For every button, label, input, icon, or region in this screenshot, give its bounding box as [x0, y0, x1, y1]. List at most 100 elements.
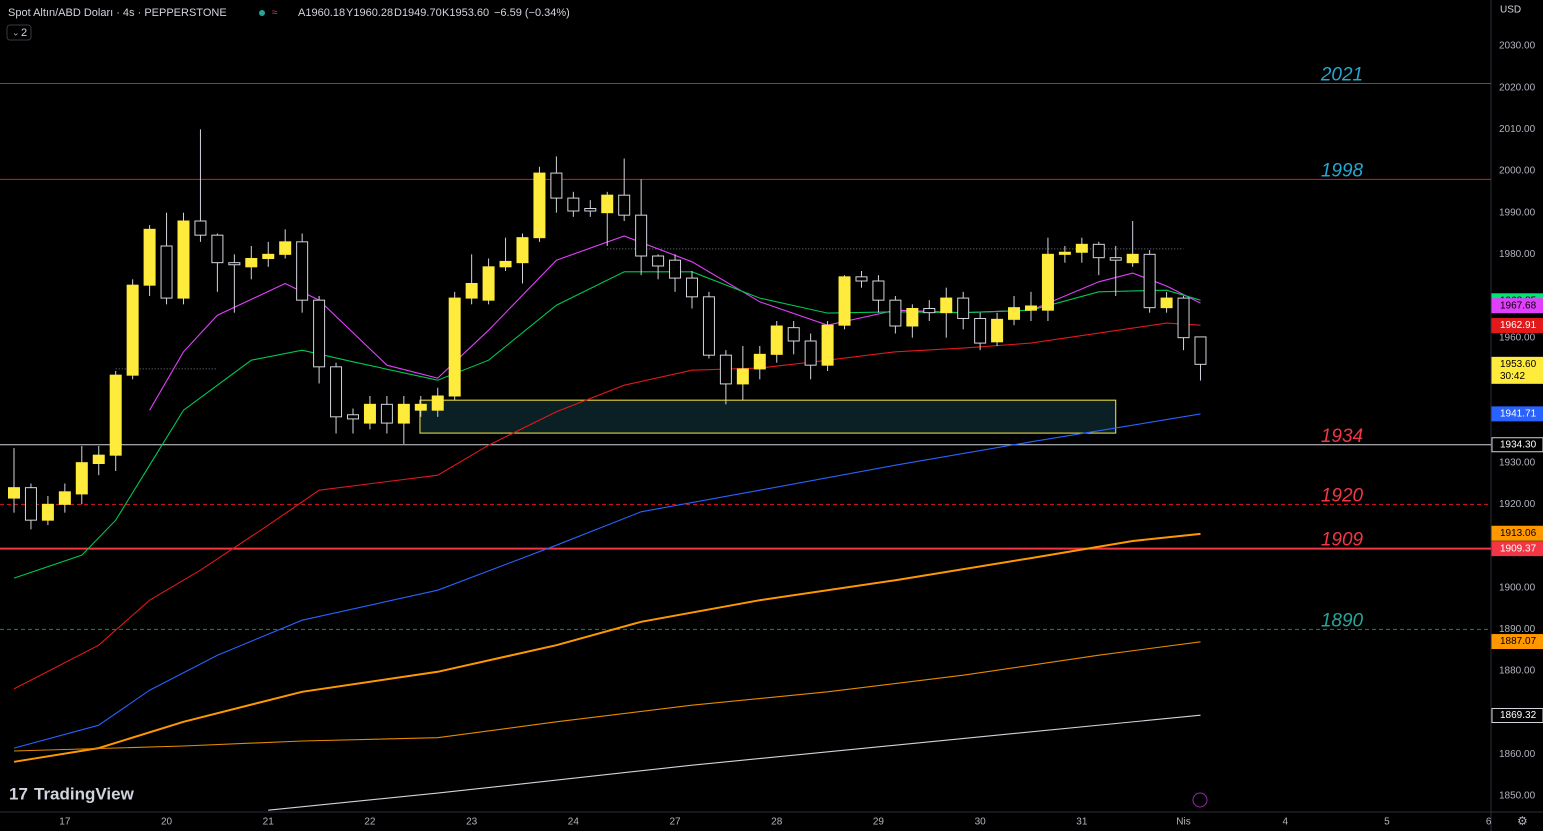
candle-body [194, 220, 207, 236]
y-tick-label: 2010.00 [1499, 124, 1536, 135]
level-label: 1890 [1321, 610, 1364, 631]
indicator-toggle[interactable] [6, 24, 32, 41]
y-tick-label: 1900.00 [1499, 582, 1536, 593]
candle-body [1109, 257, 1122, 261]
x-tick-label: 21 [263, 817, 275, 828]
logo-icon: 17 [9, 784, 28, 803]
y-tick-label: 1960.00 [1499, 332, 1536, 343]
candle-body [550, 172, 563, 199]
indicator-line [13, 641, 1201, 752]
x-tick-label: 28 [771, 817, 783, 828]
candle-body [533, 172, 546, 239]
candle-body [601, 194, 614, 214]
symbol-title[interactable]: Spot Altın/ABD Doları · 4s · PEPPERSTONE [8, 7, 227, 19]
candle-body [109, 374, 122, 456]
price-tag-label: 1934.30 [1500, 439, 1537, 450]
candle-body [177, 220, 190, 299]
y-tick-label: 1860.00 [1499, 749, 1536, 760]
price-tag-label: 1967.68 [1500, 300, 1537, 311]
chevron: ⌄ [12, 27, 20, 37]
status-dot [259, 10, 265, 16]
candle-body [736, 368, 749, 385]
candle-body [1058, 251, 1071, 255]
ohlc-high: Y1960.28 [346, 7, 393, 19]
candle-body [1092, 243, 1105, 259]
candle-body [770, 325, 783, 355]
plot-area: 2021 1998 1934 1920 1909 1890 [0, 65, 1491, 811]
candle-body [635, 214, 648, 257]
candle-body [397, 403, 410, 424]
candle-body [974, 318, 987, 344]
indicator-line [149, 235, 1201, 411]
y-tick-label: 1850.00 [1499, 791, 1536, 802]
candle-body [228, 262, 241, 266]
candle-body [465, 283, 478, 299]
candle-body [567, 197, 580, 212]
candle-body [296, 241, 309, 301]
price-tag [1491, 298, 1543, 314]
ohlc-open: A1960.18 [298, 7, 345, 19]
price-tag-label: 1962.91 [1500, 320, 1537, 331]
y-tick-label: 1930.00 [1499, 457, 1536, 468]
candle-body [380, 403, 393, 424]
indicator-count: 2 [21, 27, 27, 39]
y-tick-label: 1880.00 [1499, 666, 1536, 677]
zone [419, 399, 1117, 434]
candle-body [24, 487, 37, 521]
x-tick-label: Nis [1176, 817, 1190, 828]
price-tag-label: 1909.37 [1500, 543, 1537, 554]
x-tick-label: 20 [161, 817, 173, 828]
candle-body [448, 297, 461, 397]
candle-body [1126, 253, 1139, 264]
candle-body [838, 276, 851, 326]
candle-body [1008, 307, 1021, 320]
lightning-button[interactable] [1192, 792, 1208, 808]
candle-body [804, 340, 817, 366]
y-tick-label: 2020.00 [1499, 82, 1536, 93]
x-tick-label: 17 [59, 817, 71, 828]
candle-body [126, 284, 139, 376]
candle-body [245, 258, 258, 268]
candle-body [855, 276, 868, 282]
price-tag-label: 1913.06 [1500, 528, 1537, 539]
candle-body [669, 259, 682, 279]
candle-body [92, 454, 105, 464]
level-label: 1909 [1321, 530, 1364, 551]
ohlc-low: D1949.70 [394, 7, 442, 19]
candle-body [872, 280, 885, 301]
change: −6.59 (−0.34%) [494, 7, 570, 19]
x-tick-label: 24 [568, 817, 580, 828]
x-tick-label: 29 [873, 817, 885, 828]
candle-body [685, 277, 698, 298]
status-icon: ≈ [272, 8, 278, 19]
candle-body [516, 237, 529, 264]
price-tag [1491, 708, 1543, 723]
price-tag-label: 1953.60 [1500, 359, 1537, 370]
price-tag [1491, 525, 1543, 541]
candle-body [889, 299, 902, 327]
y-tick-label: 2030.00 [1499, 41, 1536, 52]
x-tick-label: 5 [1384, 817, 1390, 828]
price-tag-label: 1887.07 [1500, 636, 1537, 647]
candle-body [211, 234, 224, 264]
x-tick-label: 27 [669, 817, 681, 828]
candle-body [262, 253, 275, 259]
candle-body [346, 414, 359, 420]
settings-icon[interactable]: ⚙ [1517, 814, 1528, 828]
candle-body [652, 255, 665, 267]
candle-body [8, 487, 21, 499]
candle-body [787, 327, 800, 342]
currency[interactable]: USD [1500, 5, 1521, 16]
candle-body [618, 194, 631, 216]
y-tick-label: 1980.00 [1499, 249, 1536, 260]
y-tick-label: 2000.00 [1499, 166, 1536, 177]
price-tag [1491, 437, 1543, 453]
candle-body [279, 241, 292, 255]
countdown: 30:42 [1500, 371, 1525, 382]
indicator-line [13, 413, 1201, 749]
candle-body [143, 228, 156, 286]
indicator-line [268, 714, 1201, 811]
candle-body [584, 208, 597, 212]
